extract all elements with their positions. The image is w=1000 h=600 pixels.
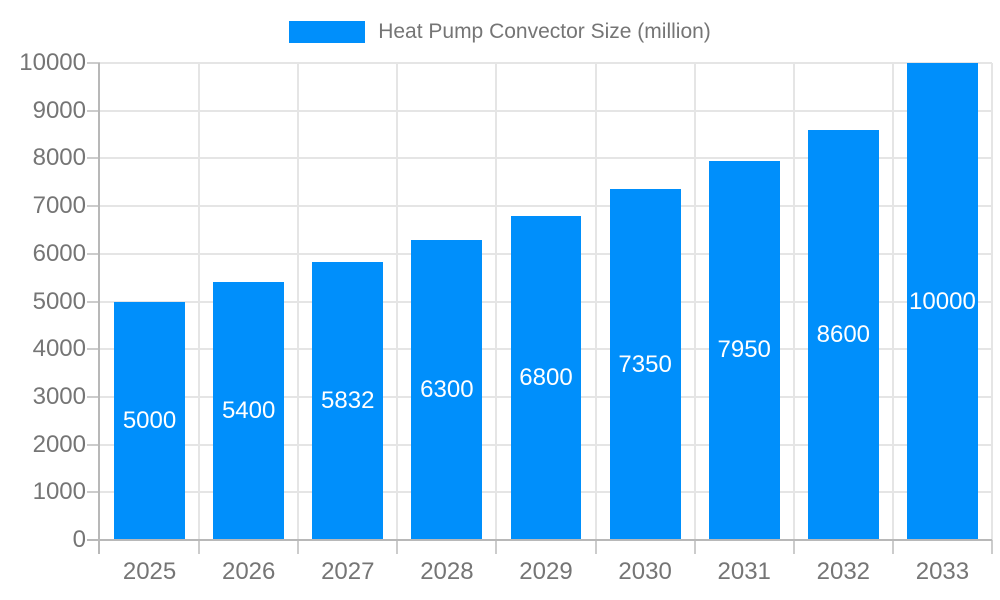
legend-label: Heat Pump Convector Size (million) bbox=[378, 20, 711, 43]
x-tick-mark-2 bbox=[297, 540, 300, 554]
y-tick-mark-7000 bbox=[87, 205, 100, 208]
y-tick-label-10000: 10000 bbox=[19, 49, 86, 76]
y-tick-label-3000: 3000 bbox=[32, 382, 86, 410]
x-tick-mark-6 bbox=[693, 540, 696, 554]
y-tick-mark-9000 bbox=[87, 109, 100, 112]
y-tick-label-1000: 1000 bbox=[32, 478, 86, 506]
x-tick-mark-5 bbox=[594, 540, 597, 554]
x-tick-mark-3 bbox=[396, 540, 399, 554]
bar-value-label-2029: 6800 bbox=[519, 363, 573, 391]
bar-value-label-2027: 5832 bbox=[321, 386, 375, 414]
gridline-v-3 bbox=[396, 63, 399, 540]
bar-value-label-2033: 10000 bbox=[909, 287, 976, 315]
x-tick-mark-1 bbox=[198, 540, 201, 554]
x-tick-label-2030: 2030 bbox=[618, 558, 672, 585]
x-tick-label-2033: 2033 bbox=[915, 558, 970, 585]
y-tick-label-7000: 7000 bbox=[32, 192, 86, 220]
y-tick-mark-6000 bbox=[87, 252, 100, 255]
x-tick-label-2031: 2031 bbox=[717, 558, 771, 585]
bar-2030[interactable]: 7350 bbox=[609, 189, 681, 540]
x-tick-label-2027: 2027 bbox=[321, 558, 375, 585]
x-tick-label-2032: 2032 bbox=[816, 558, 871, 585]
y-tick-label-4000: 4000 bbox=[32, 335, 86, 363]
x-tick-mark-4 bbox=[495, 540, 498, 554]
bar-2033[interactable]: 10000 bbox=[906, 63, 978, 540]
bar-2032[interactable]: 8600 bbox=[807, 129, 879, 540]
y-tick-label-6000: 6000 bbox=[32, 239, 86, 267]
gridline-v-7 bbox=[792, 63, 795, 540]
y-tick-mark-5000 bbox=[87, 300, 100, 303]
gridline-v-6 bbox=[693, 63, 696, 540]
x-tick-label-2029: 2029 bbox=[519, 558, 573, 585]
gridline-h-9000 bbox=[100, 109, 992, 112]
x-tick-mark-7 bbox=[792, 540, 795, 554]
bar-value-label-2026: 5400 bbox=[221, 397, 276, 425]
gridline-v-1 bbox=[198, 63, 201, 540]
gridline-v-4 bbox=[495, 63, 498, 540]
gridline-h-7000 bbox=[100, 205, 992, 208]
legend-swatch bbox=[289, 21, 366, 43]
bar-2031[interactable]: 7950 bbox=[708, 160, 780, 540]
bar-value-label-2025: 5000 bbox=[122, 406, 177, 434]
y-tick-mark-8000 bbox=[87, 157, 100, 160]
bar-value-label-2030: 7350 bbox=[618, 350, 672, 378]
bar-value-label-2031: 7950 bbox=[717, 336, 771, 364]
x-axis-line bbox=[87, 539, 992, 541]
bar-2027[interactable]: 5832 bbox=[312, 261, 384, 540]
x-tick-mark-9 bbox=[991, 540, 993, 554]
y-tick-label-8000: 8000 bbox=[32, 144, 86, 172]
y-tick-label-2000: 2000 bbox=[32, 430, 86, 458]
y-tick-mark-4000 bbox=[87, 348, 100, 351]
legend[interactable]: Heat Pump Convector Size (million) bbox=[0, 16, 1000, 48]
x-tick-label-2028: 2028 bbox=[420, 558, 474, 585]
x-tick-label-2025: 2025 bbox=[122, 558, 177, 585]
x-tick-mark-8 bbox=[891, 540, 894, 554]
bar-value-label-2028: 6300 bbox=[420, 375, 474, 403]
gridline-v-8 bbox=[891, 63, 894, 540]
bar-2026[interactable]: 5400 bbox=[213, 282, 285, 540]
bar-value-label-2032: 8600 bbox=[816, 320, 871, 348]
plot-area: 5000 5400 5832 6300 6800 7350 7950 8600 10000 bbox=[100, 62, 993, 540]
bar-2028[interactable]: 6300 bbox=[411, 239, 483, 540]
y-tick-mark-1000 bbox=[87, 491, 100, 494]
gridline-v-5 bbox=[594, 63, 597, 540]
bar-2029[interactable]: 6800 bbox=[510, 215, 582, 540]
y-tick-label-9000: 9000 bbox=[32, 96, 86, 124]
gridline-v-2 bbox=[297, 63, 300, 540]
y-tick-label-0: 0 bbox=[72, 526, 86, 553]
y-tick-mark-10000 bbox=[87, 62, 100, 64]
y-tick-mark-2000 bbox=[87, 443, 100, 446]
gridline-v-9 bbox=[991, 63, 993, 540]
bar-2025[interactable]: 5000 bbox=[114, 301, 186, 540]
x-tick-label-2026: 2026 bbox=[221, 558, 276, 585]
gridline-h-8000 bbox=[100, 157, 992, 160]
gridline-h-10000 bbox=[100, 62, 992, 64]
y-axis-line bbox=[98, 63, 100, 554]
y-tick-label-5000: 5000 bbox=[32, 287, 86, 315]
y-tick-mark-3000 bbox=[87, 395, 100, 398]
